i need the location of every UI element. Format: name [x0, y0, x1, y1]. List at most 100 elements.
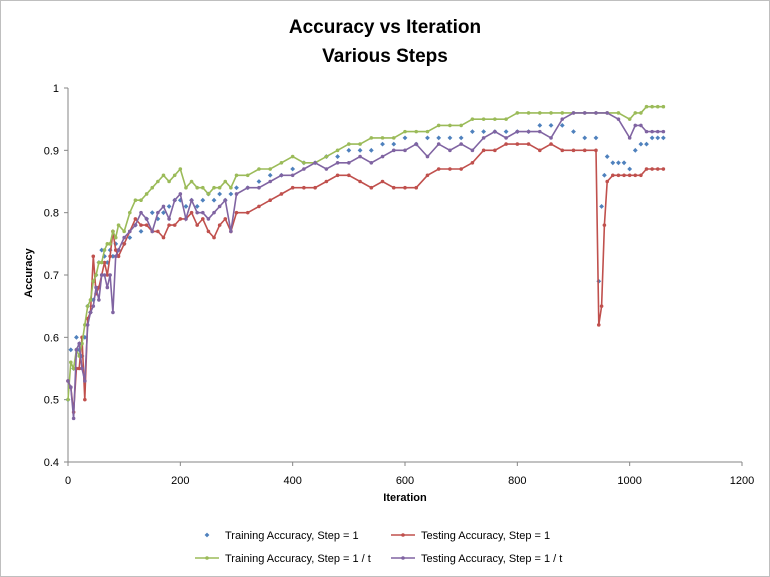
data-point: [358, 142, 362, 146]
data-point: [178, 192, 183, 196]
data-point: [74, 334, 79, 340]
legend-item-3: Training Accuracy, Step = 1 / t: [195, 553, 371, 565]
data-point: [127, 210, 132, 215]
data-point: [526, 142, 531, 146]
x-tick-label: 400: [283, 475, 301, 487]
data-point: [99, 273, 104, 277]
data-point: [144, 192, 149, 196]
data-point: [335, 161, 340, 165]
data-point: [358, 179, 362, 184]
data-point: [80, 366, 84, 371]
data-point: [195, 210, 199, 215]
data-point: [268, 167, 273, 171]
data-point: [217, 204, 222, 209]
data-point: [85, 304, 90, 308]
series-line: [67, 112, 664, 419]
data-point: [627, 136, 632, 140]
legend-item-1: Training Accuracy, Step = 1: [204, 530, 359, 542]
data-point: [91, 304, 96, 308]
data-point: [161, 235, 166, 240]
y-tick-label: 0.9: [44, 145, 59, 157]
x-tick-label: 1200: [730, 475, 754, 487]
data-point: [644, 104, 649, 109]
data-point: [111, 310, 115, 315]
data-point: [206, 229, 211, 234]
data-point: [223, 217, 228, 221]
data-point: [436, 135, 442, 141]
data-point: [104, 260, 110, 265]
data-point: [268, 179, 273, 184]
data-point: [627, 166, 633, 172]
data-point: [391, 148, 396, 153]
data-point: [178, 217, 183, 221]
data-point: [267, 172, 273, 178]
data-point: [161, 204, 166, 209]
x-tick-label: 600: [396, 475, 414, 487]
data-point: [526, 129, 531, 134]
data-point: [206, 192, 211, 196]
data-point: [234, 185, 239, 191]
data-point: [71, 416, 76, 421]
data-point: [212, 235, 216, 240]
data-point: [481, 148, 486, 153]
data-point: [425, 154, 430, 159]
data-point: [150, 185, 155, 190]
data-point: [538, 111, 542, 115]
data-point: [161, 173, 166, 178]
data-point: [116, 223, 121, 227]
data-point: [493, 117, 497, 121]
data-point: [245, 173, 250, 178]
data-point: [347, 142, 351, 146]
data-point: [324, 179, 329, 184]
series-4: [66, 111, 666, 421]
data-point: [470, 129, 475, 135]
data-point: [582, 111, 587, 115]
data-point: [610, 160, 616, 166]
y-axis-title: Accuracy: [23, 247, 35, 297]
data-point: [538, 148, 542, 153]
data-point: [144, 217, 149, 221]
data-point: [167, 223, 171, 227]
data-point: [559, 123, 565, 128]
data-point: [470, 161, 475, 165]
data-point: [548, 123, 554, 128]
data-point: [268, 198, 273, 202]
data-point: [113, 248, 118, 252]
data-point: [639, 173, 643, 178]
data-point: [245, 210, 250, 215]
data-point: [599, 304, 604, 308]
data-point: [661, 104, 666, 109]
data-point: [189, 179, 194, 184]
data-point: [582, 135, 588, 141]
data-point: [655, 104, 660, 109]
x-tick-label: 800: [508, 475, 526, 487]
data-point: [369, 136, 374, 140]
data-point: [448, 123, 452, 128]
data-point: [122, 235, 126, 240]
data-point: [593, 135, 599, 141]
data-point: [403, 148, 407, 153]
data-point: [133, 223, 138, 227]
data-point: [206, 217, 211, 221]
data-point: [549, 111, 553, 115]
data-point: [649, 135, 655, 141]
data-point: [335, 173, 340, 178]
legend-marker: [401, 556, 405, 560]
data-point: [201, 185, 205, 190]
data-point: [177, 197, 183, 203]
data-point: [605, 111, 609, 115]
data-point: [66, 379, 70, 383]
data-point: [279, 161, 284, 165]
data-point: [639, 111, 643, 115]
data-point: [391, 136, 396, 140]
data-point: [201, 217, 205, 221]
data-point: [582, 148, 587, 153]
data-point: [616, 173, 621, 178]
data-point: [290, 173, 295, 178]
data-point: [110, 253, 116, 259]
data-point: [279, 192, 284, 196]
data-point: [380, 141, 385, 147]
data-point: [414, 142, 419, 146]
data-point: [515, 111, 520, 115]
